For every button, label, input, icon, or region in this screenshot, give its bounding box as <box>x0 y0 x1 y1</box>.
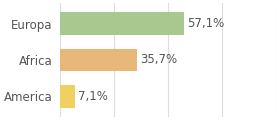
Bar <box>60 12 184 35</box>
Text: 57,1%: 57,1% <box>187 17 224 30</box>
Text: 35,7%: 35,7% <box>141 54 178 66</box>
Bar <box>60 49 137 71</box>
Bar <box>60 85 75 108</box>
Text: 7,1%: 7,1% <box>78 90 108 103</box>
